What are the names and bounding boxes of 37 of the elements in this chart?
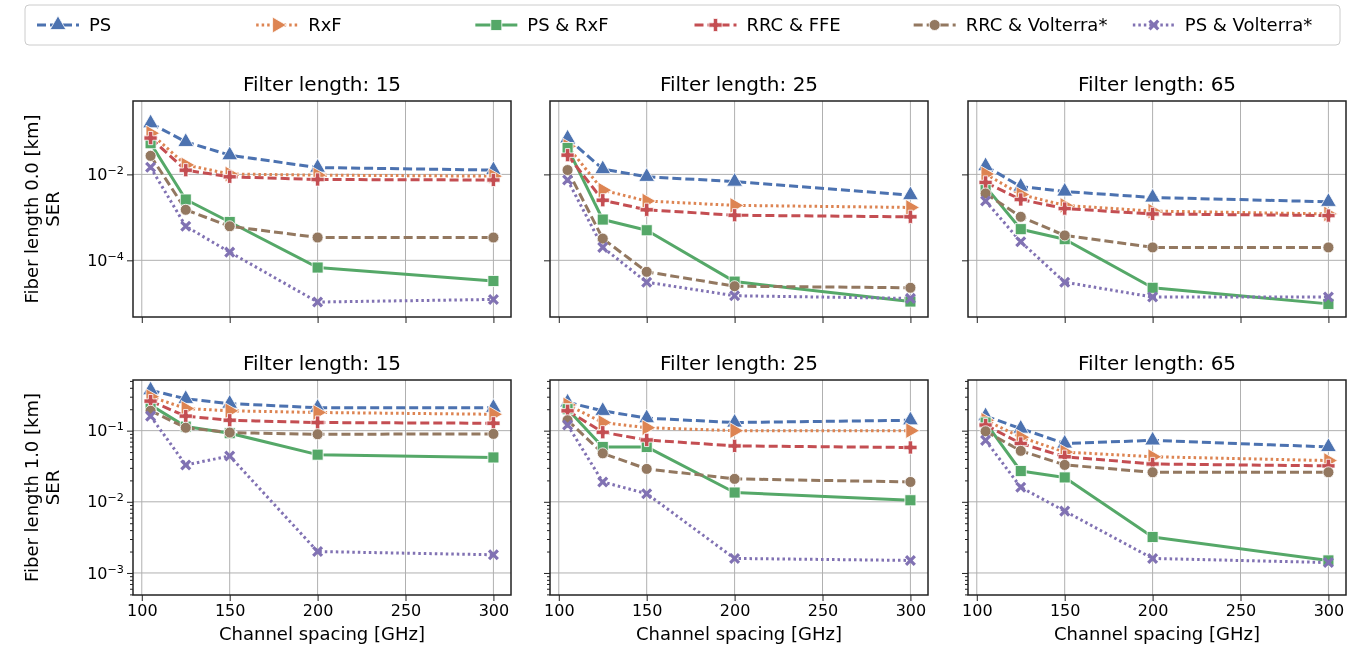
x-tick-label: 100 xyxy=(544,601,575,621)
x-tick-label: 300 xyxy=(1313,601,1345,621)
x-tick-label: 300 xyxy=(895,601,927,621)
y-axis-title: Fiber length 0.0 [km] SER xyxy=(21,114,63,304)
chart-title: Filter length: 15 xyxy=(242,351,402,375)
legend-label: PS xyxy=(89,14,112,36)
x-tick-label: 150 xyxy=(1049,601,1081,621)
x-tick-label: 300 xyxy=(478,601,510,621)
x-tick-label: 150 xyxy=(631,601,663,621)
legend-label: RxF xyxy=(308,14,342,36)
y-tick-label: 10$^{−2}$ xyxy=(87,490,124,512)
x-tick-label: 250 xyxy=(1225,601,1257,621)
x-tick-label: 250 xyxy=(390,601,422,621)
x-tick-label: 200 xyxy=(302,601,334,621)
y-tick-label: 10$^{−1}$ xyxy=(87,419,124,441)
chart-title: Filter length: 65 xyxy=(1077,72,1237,96)
legend-label: PS & RxF xyxy=(527,14,609,36)
x-tick-label: 250 xyxy=(807,601,839,621)
x-axis-title: Channel spacing [GHz] xyxy=(1054,623,1260,644)
y-tick-label: 10$^{−2}$ xyxy=(87,163,124,184)
x-tick-label: 100 xyxy=(127,601,158,621)
chart-title: Filter length: 65 xyxy=(1077,351,1237,375)
chart-title: Filter length: 15 xyxy=(242,72,402,96)
y-tick-label: 10$^{−4}$ xyxy=(87,249,124,270)
legend-label: PS & Volterra* xyxy=(1184,14,1313,36)
chart-title: Filter length: 25 xyxy=(659,351,819,375)
x-axis-title: Channel spacing [GHz] xyxy=(219,623,425,644)
y-tick-label: 10$^{−3}$ xyxy=(87,562,124,583)
x-tick-label: 200 xyxy=(719,601,751,621)
y-axis-title: Fiber length 1.0 [km] SER xyxy=(21,392,63,583)
x-tick-label: 100 xyxy=(962,601,993,621)
legend-label: RRC & Volterra* xyxy=(965,14,1108,36)
chart-title: Filter length: 25 xyxy=(659,72,819,96)
x-tick-label: 200 xyxy=(1137,601,1169,621)
x-tick-label: 150 xyxy=(214,601,246,621)
x-axis-title: Channel spacing [GHz] xyxy=(636,623,842,644)
legend-label: RRC & FFE xyxy=(746,14,841,36)
